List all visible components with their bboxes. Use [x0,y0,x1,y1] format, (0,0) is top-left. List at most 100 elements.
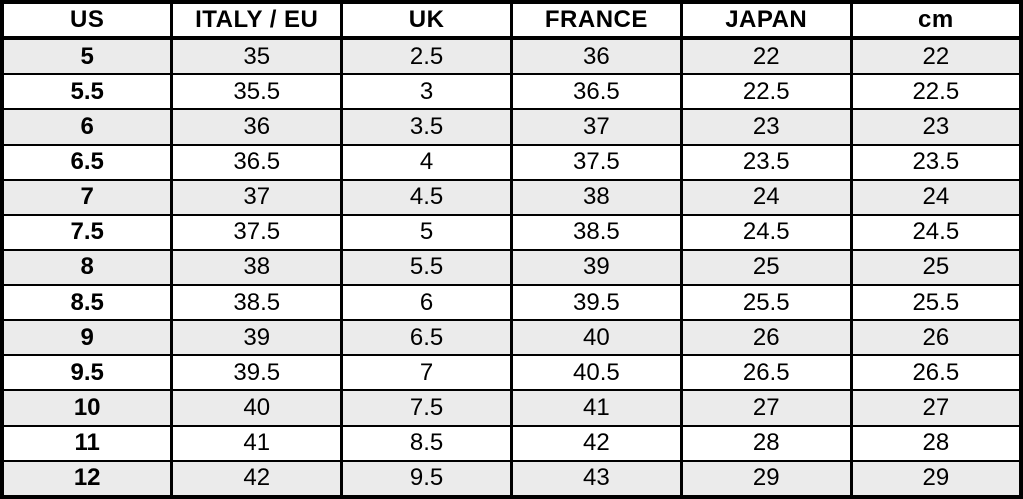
table-row: 7.5 37.5 5 38.5 24.5 24.5 [0,213,1023,251]
column-header-cm: cm [849,1,1023,40]
header-row: US ITALY / EU UK FRANCE JAPAN cm [0,1,1023,40]
table-cell: 9.5 [0,354,174,392]
table-body: 5 35 2.5 36 22 22 5.5 35.5 3 36.5 22.5 22.5 6 36 3.5 37… [0,36,1023,499]
table-row: 8.5 38.5 6 39.5 25.5 25.5 [0,284,1023,322]
table-cell: 10 [0,389,174,427]
table-cell: 24 [849,178,1023,216]
column-header-italy-eu: ITALY / EU [170,1,344,40]
table-row: 6 36 3.5 37 23 23 [0,108,1023,146]
table-row: 6.5 36.5 4 37.5 23.5 23.5 [0,143,1023,181]
table-cell: 38.5 [509,213,683,251]
table-cell: 26.5 [849,354,1023,392]
table-cell: 23 [849,108,1023,146]
table-row: 9 39 6.5 40 26 26 [0,319,1023,357]
table-cell: 6.5 [340,319,513,357]
table-cell: 26 [679,319,853,357]
table-cell: 22 [679,36,853,76]
table-cell: 23.5 [679,143,853,181]
table-cell: 26 [849,319,1023,357]
table-cell: 11 [0,424,174,462]
table-cell: 36.5 [509,73,683,111]
table-cell: 41 [170,424,344,462]
table-cell: 37.5 [170,213,344,251]
table-cell: 6 [340,284,513,322]
table-cell: 5.5 [340,248,513,287]
table-cell: 6 [0,108,174,146]
table-cell: 25 [679,248,853,287]
table-row: 5 35 2.5 36 22 22 [0,36,1023,76]
table-cell: 12 [0,459,174,499]
table-cell: 25.5 [849,284,1023,322]
table-cell: 5.5 [0,73,174,111]
table-cell: 36.5 [170,143,344,181]
table-cell: 40 [509,319,683,357]
table-cell: 36 [170,108,344,146]
table-cell: 9.5 [340,459,513,499]
table-cell: 5 [0,36,174,76]
table-cell: 25 [849,248,1023,287]
table-cell: 42 [170,459,344,499]
table-cell: 3 [340,73,513,111]
table-cell: 8.5 [0,284,174,322]
table-cell: 8.5 [340,424,513,462]
table-cell: 2.5 [340,36,513,76]
table-cell: 37.5 [509,143,683,181]
table-cell: 27 [849,389,1023,427]
table-cell: 23 [679,108,853,146]
table-cell: 43 [509,459,683,499]
column-header-uk: UK [340,1,513,40]
table-cell: 40.5 [509,354,683,392]
table-cell: 28 [679,424,853,462]
table-cell: 41 [509,389,683,427]
table-cell: 8 [0,248,174,287]
table-cell: 22 [849,36,1023,76]
table-cell: 24.5 [849,213,1023,251]
table-cell: 42 [509,424,683,462]
table-cell: 9 [0,319,174,357]
table-cell: 35 [170,36,344,76]
table-cell: 24 [679,178,853,216]
table-cell: 7 [340,354,513,392]
table-cell: 40 [170,389,344,427]
table-cell: 29 [849,459,1023,499]
table-cell: 6.5 [0,143,174,181]
table-cell: 4.5 [340,178,513,216]
table-header: US ITALY / EU UK FRANCE JAPAN cm [0,1,1023,40]
table-cell: 5 [340,213,513,251]
table-cell: 38 [170,248,344,287]
table-cell: 24.5 [679,213,853,251]
table-cell: 39 [170,319,344,357]
table-cell: 28 [849,424,1023,462]
table-cell: 35.5 [170,73,344,111]
table-cell: 38.5 [170,284,344,322]
table-cell: 37 [170,178,344,216]
column-header-japan: JAPAN [679,1,853,40]
table-cell: 25.5 [679,284,853,322]
table-row: 5.5 35.5 3 36.5 22.5 22.5 [0,73,1023,111]
table-row: 7 37 4.5 38 24 24 [0,178,1023,216]
table-cell: 7.5 [340,389,513,427]
table-cell: 29 [679,459,853,499]
table-cell: 38 [509,178,683,216]
table-cell: 7 [0,178,174,216]
table-row: 11 41 8.5 42 28 28 [0,424,1023,462]
table-row: 9.5 39.5 7 40.5 26.5 26.5 [0,354,1023,392]
table-cell: 3.5 [340,108,513,146]
table-row: 8 38 5.5 39 25 25 [0,248,1023,287]
table-cell: 39.5 [509,284,683,322]
table-cell: 7.5 [0,213,174,251]
table-cell: 36 [509,36,683,76]
table-cell: 23.5 [849,143,1023,181]
table-cell: 4 [340,143,513,181]
table-row: 12 42 9.5 43 29 29 [0,459,1023,499]
table-cell: 27 [679,389,853,427]
table-cell: 22.5 [849,73,1023,111]
table-cell: 26.5 [679,354,853,392]
table-cell: 37 [509,108,683,146]
table-cell: 39 [509,248,683,287]
column-header-france: FRANCE [509,1,683,40]
table-cell: 39.5 [170,354,344,392]
table-cell: 22.5 [679,73,853,111]
table-row: 10 40 7.5 41 27 27 [0,389,1023,427]
